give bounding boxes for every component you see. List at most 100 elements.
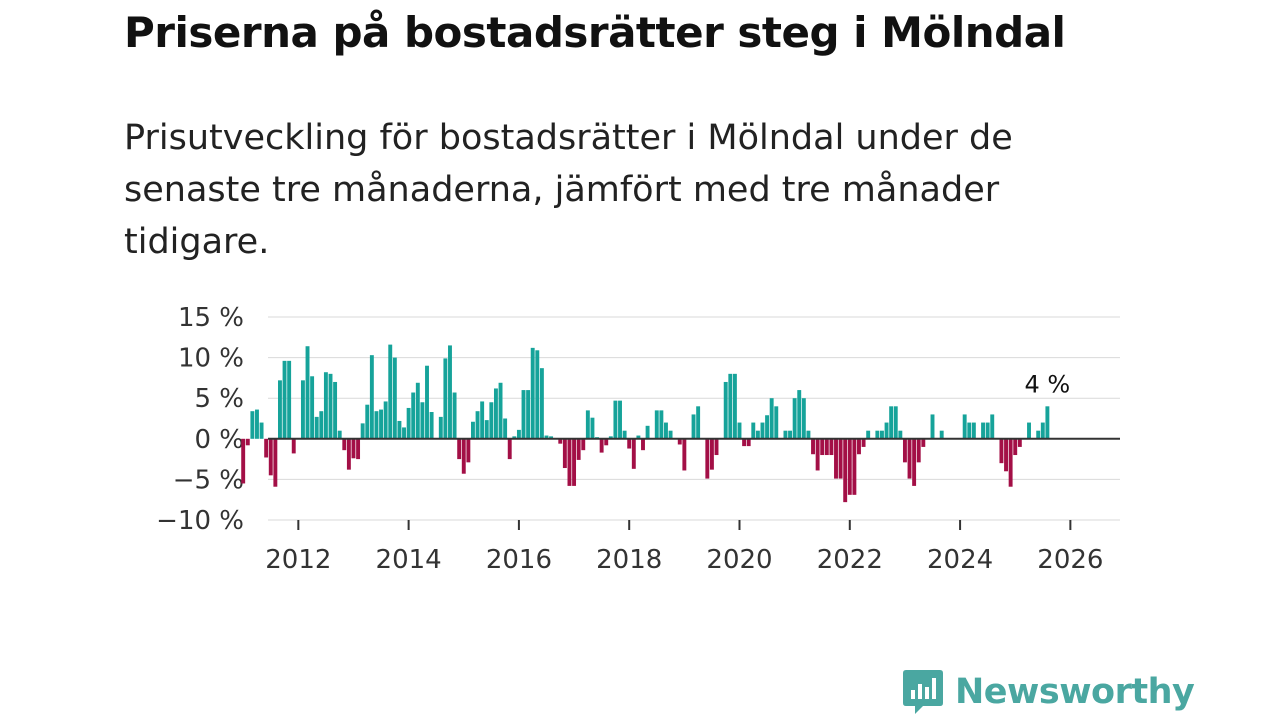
bar [489,402,494,439]
bar [797,390,802,439]
bar [323,372,328,439]
bar [300,380,305,439]
bar [627,438,632,449]
bars [241,344,1050,503]
bar [631,438,636,469]
bar [820,438,825,456]
bar [893,406,898,439]
bar [287,360,292,439]
y-tick-label: −5 % [173,465,244,495]
bar [282,360,287,439]
bar [664,422,668,439]
bar [493,388,498,439]
bar [539,368,544,439]
bar [438,416,443,439]
bar [521,390,526,439]
brand-logo: Newsworthy [903,670,1195,714]
bar [1036,430,1041,439]
bar [342,438,347,451]
bar [728,373,733,439]
bar [259,422,264,439]
bar [333,381,338,439]
bar [475,411,480,439]
bar [604,438,609,446]
bar [415,382,420,439]
bar [572,438,577,486]
bar [245,438,250,446]
bar [567,438,572,486]
x-tick-label: 2020 [706,545,772,575]
x-tick-label: 2012 [265,545,331,575]
bar [769,398,774,439]
bar [471,421,475,439]
bar [397,420,402,439]
x-tick-label: 2024 [927,545,993,575]
bar [512,436,517,439]
bar [622,430,627,439]
bar [443,358,448,439]
bar [746,438,751,447]
bar [448,345,452,439]
bar [861,438,866,447]
bar [268,438,273,476]
y-tick-label: 15 % [178,303,244,333]
bar [829,438,834,456]
bar [742,438,747,447]
bar [765,415,770,439]
bar [590,417,595,439]
bar [985,422,990,439]
bar [411,392,416,439]
bar [981,422,986,439]
bar [723,381,728,439]
bar [645,425,650,439]
bar [714,438,719,456]
bar [319,411,324,439]
bar [1040,422,1045,439]
y-tick-label: 10 % [178,344,244,374]
bar [907,438,912,479]
bar [755,430,760,439]
bar [857,438,861,455]
y-axis: 15 % 10 % 5 % 0 % −5 % −10 % [156,303,244,536]
bar [737,422,742,439]
bar [732,373,737,439]
bar [351,438,356,459]
chart-subtitle: Prisutveckling för bostadsrätter i Mölnd… [124,118,1013,262]
bar [379,409,384,439]
bar [526,390,531,439]
y-tick-label: −10 % [156,506,244,536]
bar [990,414,995,439]
bar [356,438,361,460]
bar [1027,422,1031,439]
bar [264,438,269,458]
bar [346,438,351,470]
newsworthy-logo-icon [903,670,943,714]
bar [760,422,765,439]
bar [273,438,278,487]
bar [310,376,315,439]
bar [305,346,310,439]
bar [291,438,296,454]
bar [843,438,848,503]
bar [457,438,462,460]
bar [815,438,820,471]
bar [912,438,917,486]
bar [461,438,466,474]
bar [507,438,512,460]
bar [838,438,843,479]
y-tick-label: 5 % [194,384,244,414]
bar [562,438,567,469]
bar [811,438,815,455]
bar [783,430,788,439]
bar [709,438,714,470]
bar [314,416,319,439]
bar [824,438,829,456]
bar [328,373,333,439]
bar [1008,438,1013,487]
bar [585,410,590,439]
bar [696,406,701,439]
bar [898,430,903,439]
bar [834,438,838,479]
bar [558,438,563,444]
bar [360,423,365,439]
